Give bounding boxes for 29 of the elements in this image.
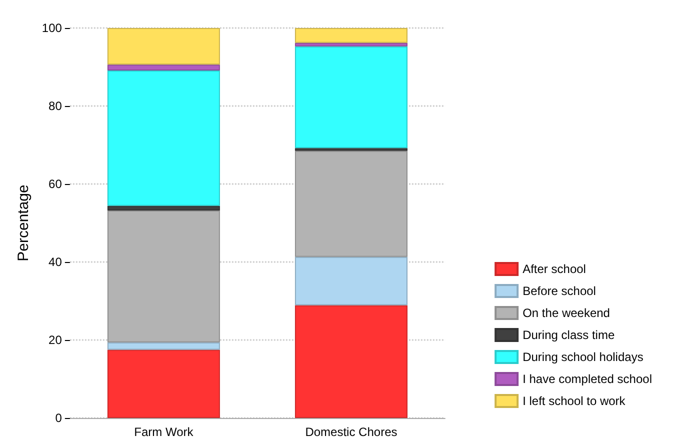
legend-label: I left school to work bbox=[522, 394, 626, 408]
y-tick-label: 100 bbox=[42, 21, 62, 35]
legend-label: I have completed school bbox=[522, 372, 652, 386]
bar bbox=[107, 206, 220, 211]
y-tick-label: 40 bbox=[48, 255, 62, 269]
legend-label: After school bbox=[522, 262, 586, 276]
legend-label: During class time bbox=[522, 328, 615, 342]
y-axis-title: Percentage bbox=[15, 184, 32, 262]
legend-label: During school holidays bbox=[522, 350, 644, 364]
x-tick-label: Domestic Chores bbox=[305, 425, 398, 439]
bar bbox=[294, 42, 408, 46]
bar bbox=[294, 28, 408, 43]
legend-label: On the weekend bbox=[522, 306, 610, 320]
bar bbox=[107, 64, 220, 71]
bar bbox=[107, 70, 220, 206]
y-tick-label: 80 bbox=[48, 99, 62, 113]
bar bbox=[107, 350, 220, 418]
bar bbox=[294, 46, 408, 148]
bar bbox=[107, 28, 220, 65]
bar bbox=[294, 256, 408, 306]
y-tick-label: 0 bbox=[55, 411, 62, 425]
bar bbox=[294, 150, 408, 257]
y-tick-label: 20 bbox=[48, 333, 62, 347]
y-tick-label: 60 bbox=[48, 177, 62, 191]
bar bbox=[107, 210, 220, 342]
x-tick-label: Farm Work bbox=[134, 425, 194, 439]
bar bbox=[294, 305, 408, 418]
bar bbox=[107, 342, 220, 350]
legend-label: Before school bbox=[522, 284, 596, 298]
